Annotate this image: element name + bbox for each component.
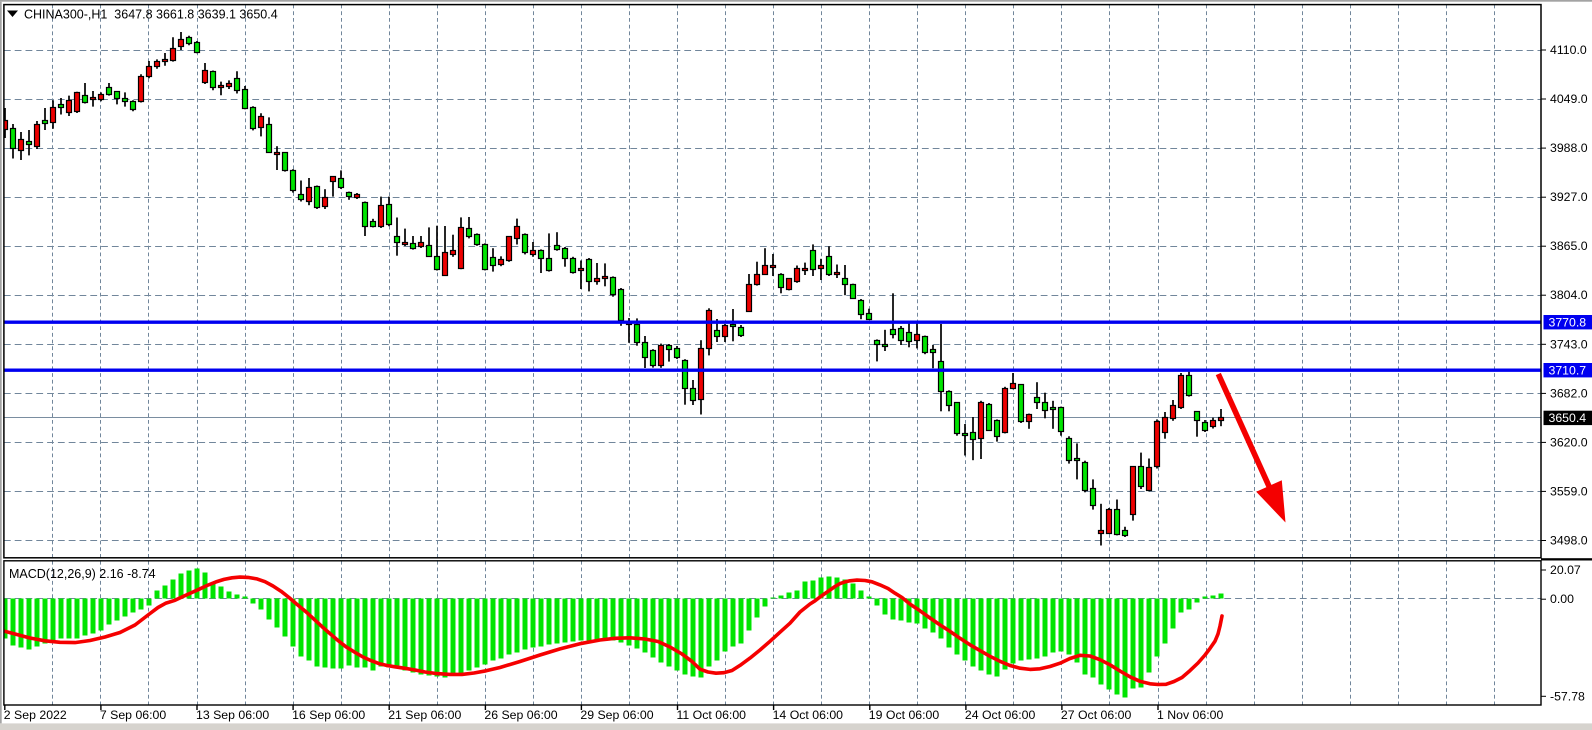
svg-text:27 Oct 06:00: 27 Oct 06:00 [1061, 708, 1132, 722]
svg-text:CHINA300-,H1 3647.8 3661.8 36: CHINA300-,H1 3647.8 3661.8 3639.1 3650.4 [24, 8, 278, 22]
svg-text:11 Oct 06:00: 11 Oct 06:00 [677, 708, 747, 722]
svg-text:1 Nov 06:00: 1 Nov 06:00 [1157, 708, 1223, 722]
svg-text:3682.0: 3682.0 [1550, 386, 1588, 400]
svg-text:3620.0: 3620.0 [1550, 435, 1588, 449]
svg-text:3710.7: 3710.7 [1549, 363, 1587, 377]
svg-text:20.07: 20.07 [1550, 563, 1581, 577]
svg-text:2 Sep 2022: 2 Sep 2022 [4, 708, 67, 722]
svg-text:3865.0: 3865.0 [1550, 239, 1588, 253]
svg-text:3559.0: 3559.0 [1550, 484, 1588, 498]
svg-text:3498.0: 3498.0 [1550, 534, 1588, 548]
svg-text:4110.0: 4110.0 [1550, 43, 1587, 57]
svg-text:3804.0: 3804.0 [1550, 288, 1588, 302]
svg-text:21 Sep 06:00: 21 Sep 06:00 [388, 708, 461, 722]
svg-text:24 Oct 06:00: 24 Oct 06:00 [965, 708, 1036, 722]
svg-text:29 Sep 06:00: 29 Sep 06:00 [580, 708, 653, 722]
svg-text:-57.78: -57.78 [1550, 689, 1585, 703]
svg-text:MACD(12,26,9) 2.16 -8.74: MACD(12,26,9) 2.16 -8.74 [9, 567, 156, 581]
svg-text:13 Sep 06:00: 13 Sep 06:00 [196, 708, 269, 722]
svg-text:3743.0: 3743.0 [1550, 337, 1588, 351]
svg-text:26 Sep 06:00: 26 Sep 06:00 [484, 708, 557, 722]
svg-text:0.00: 0.00 [1550, 592, 1574, 606]
svg-text:7 Sep 06:00: 7 Sep 06:00 [100, 708, 166, 722]
svg-text:4049.0: 4049.0 [1550, 92, 1588, 106]
svg-text:3650.4: 3650.4 [1549, 411, 1587, 425]
svg-text:14 Oct 06:00: 14 Oct 06:00 [773, 708, 844, 722]
svg-text:3927.0: 3927.0 [1550, 190, 1588, 204]
svg-text:3770.8: 3770.8 [1549, 315, 1587, 329]
svg-text:19 Oct 06:00: 19 Oct 06:00 [869, 708, 940, 722]
svg-text:3988.0: 3988.0 [1550, 141, 1588, 155]
svg-text:16 Sep 06:00: 16 Sep 06:00 [292, 708, 365, 722]
